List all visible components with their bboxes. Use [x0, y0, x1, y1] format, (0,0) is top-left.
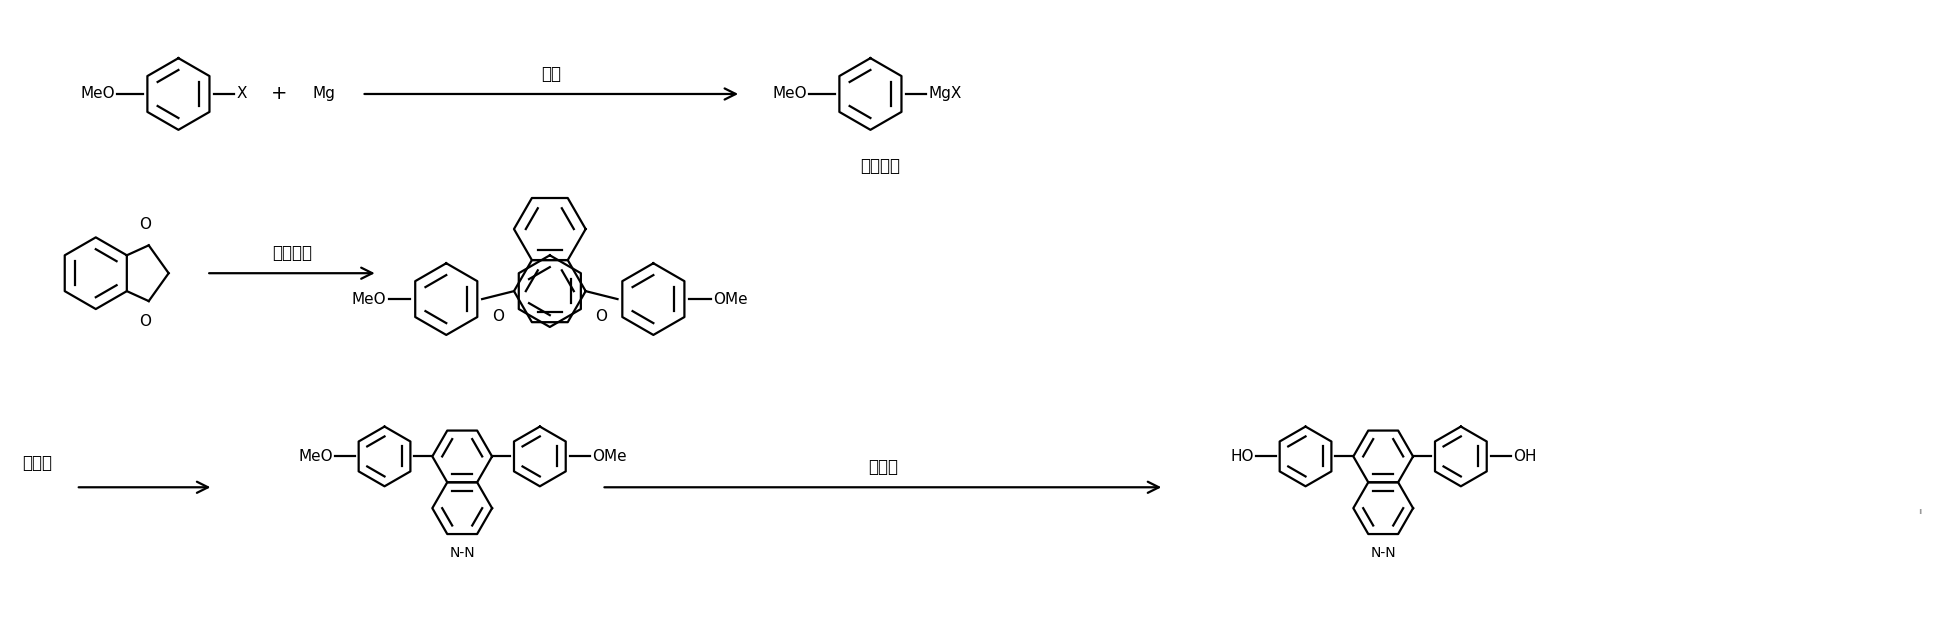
Text: OMe: OMe [592, 449, 625, 464]
Text: N-N: N-N [1371, 546, 1396, 560]
Text: O: O [139, 314, 151, 329]
Text: Mg: Mg [312, 87, 335, 102]
Text: 脱甲基: 脱甲基 [867, 458, 898, 476]
Text: OMe: OMe [712, 291, 747, 307]
Text: 格氏试剂: 格氏试剂 [271, 244, 312, 262]
Text: 水合肼: 水合肼 [21, 455, 52, 473]
Text: +: + [271, 84, 287, 104]
Text: X: X [236, 87, 246, 102]
Text: MeO: MeO [352, 291, 387, 307]
Text: 溶剑: 溶剑 [542, 65, 561, 83]
Text: MgX: MgX [927, 87, 962, 102]
Text: OH: OH [1512, 449, 1535, 464]
Text: N-N: N-N [449, 546, 474, 560]
Text: HO: HO [1229, 449, 1255, 464]
Text: MeO: MeO [772, 87, 807, 102]
Text: ': ' [1917, 508, 1922, 527]
Text: 格氏试剂: 格氏试剂 [860, 157, 900, 175]
Text: O: O [492, 309, 503, 324]
Text: O: O [596, 309, 608, 324]
Text: MeO: MeO [298, 449, 333, 464]
Text: MeO: MeO [79, 87, 114, 102]
Text: O: O [139, 217, 151, 232]
